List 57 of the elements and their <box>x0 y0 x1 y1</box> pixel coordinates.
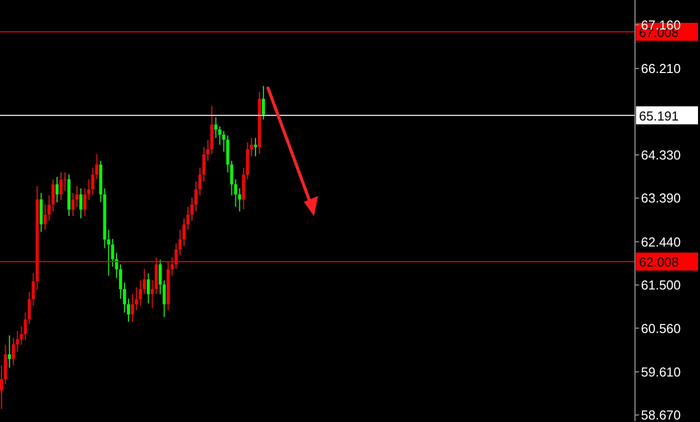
candlestick <box>60 172 63 200</box>
candlestick <box>115 252 118 279</box>
candlestick <box>178 229 182 256</box>
y-tick-label: 62.440 <box>641 234 681 250</box>
candlestick <box>198 167 202 196</box>
candlestick <box>87 178 90 200</box>
candlestick <box>250 137 254 157</box>
candlestick <box>24 312 27 341</box>
y-tick-label: 66.210 <box>641 61 681 76</box>
candlestick <box>71 192 74 217</box>
candlestick <box>146 272 150 304</box>
candlestick <box>107 229 110 276</box>
candlestick <box>48 194 51 222</box>
y-tick-label: 63.390 <box>641 190 681 206</box>
candlestick <box>218 126 222 146</box>
candlestick <box>142 268 146 295</box>
y-tick-label: 64.330 <box>641 148 681 163</box>
ref-line-label: 62.008 <box>639 254 679 270</box>
candlestick <box>64 172 66 192</box>
candlestick <box>75 186 78 208</box>
candlestick <box>44 204 47 230</box>
candlestick <box>95 153 98 180</box>
candlestick <box>12 337 15 366</box>
candlestick <box>56 176 59 203</box>
y-tick-label: 61.500 <box>641 278 681 293</box>
candlestick <box>127 298 130 322</box>
candlestick <box>190 197 194 222</box>
y-tick-label: 58.670 <box>641 408 681 422</box>
candlestick <box>83 188 86 217</box>
candlestick <box>0 364 3 410</box>
candlestick <box>134 286 138 311</box>
candlestick <box>8 335 11 368</box>
ref-line-label: 65.191 <box>639 108 679 124</box>
candlestick <box>186 206 190 230</box>
candlestick <box>79 188 82 219</box>
candlestick <box>111 238 114 268</box>
candlestick <box>182 218 186 246</box>
candlestick <box>28 291 31 325</box>
candlestick <box>52 178 55 212</box>
candlestick <box>234 178 238 208</box>
candlestick <box>20 326 23 346</box>
candlestick <box>138 280 142 306</box>
candlestick <box>150 280 154 308</box>
candlestick <box>130 294 134 322</box>
y-tick-label: 60.560 <box>641 320 681 336</box>
candlestick <box>202 146 206 182</box>
candlestick <box>16 330 19 352</box>
candlestick <box>214 116 218 138</box>
candlestick <box>238 188 242 212</box>
candlestick <box>194 181 198 212</box>
candlestick <box>91 167 94 196</box>
y-tick-label: 59.610 <box>641 364 681 380</box>
candlestick <box>262 85 265 120</box>
candlestick <box>119 264 122 300</box>
candlestick <box>230 160 234 196</box>
candlestick <box>123 282 126 314</box>
candlestick <box>206 140 210 162</box>
